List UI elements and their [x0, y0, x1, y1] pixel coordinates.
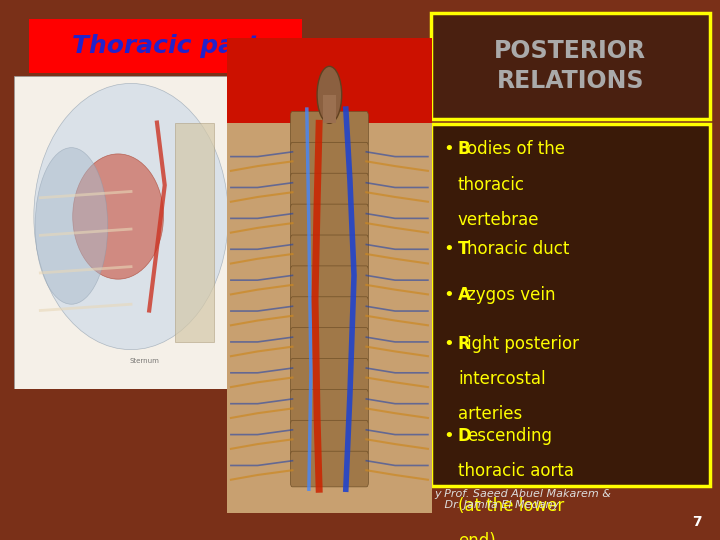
FancyBboxPatch shape: [290, 328, 369, 363]
Bar: [323, 95, 336, 123]
Text: vertebrae: vertebrae: [458, 211, 539, 228]
FancyBboxPatch shape: [290, 266, 369, 301]
Text: •: •: [444, 240, 454, 258]
FancyBboxPatch shape: [290, 359, 369, 394]
Bar: [29, 19, 302, 73]
FancyBboxPatch shape: [290, 143, 369, 178]
Bar: [175, 123, 214, 342]
Ellipse shape: [35, 147, 108, 304]
Text: R: R: [458, 335, 471, 353]
Text: (at the lower: (at the lower: [458, 497, 564, 515]
Text: B: B: [458, 140, 471, 158]
FancyBboxPatch shape: [290, 420, 369, 456]
Text: T: T: [458, 240, 469, 258]
Text: 7: 7: [693, 515, 702, 529]
Text: thoracic: thoracic: [458, 176, 525, 193]
FancyBboxPatch shape: [290, 389, 369, 425]
Text: •: •: [444, 335, 454, 353]
Text: escending: escending: [467, 427, 552, 444]
Circle shape: [317, 66, 342, 123]
Text: end): end): [458, 532, 495, 540]
Text: •: •: [444, 140, 454, 158]
FancyBboxPatch shape: [290, 111, 369, 147]
Text: ight posterior: ight posterior: [467, 335, 580, 353]
Bar: [227, 38, 432, 123]
Text: POSTERIOR
RELATIONS: POSTERIOR RELATIONS: [494, 39, 647, 93]
FancyBboxPatch shape: [290, 451, 369, 487]
Text: thoracic aorta: thoracic aorta: [458, 462, 574, 480]
Text: Sternum: Sternum: [129, 357, 159, 364]
Text: arteries: arteries: [458, 405, 522, 423]
Text: y Prof. Saeed Abuel Makarem &
   Dr. Jamila El Medany: y Prof. Saeed Abuel Makarem & Dr. Jamila…: [434, 489, 611, 510]
Ellipse shape: [34, 84, 228, 350]
FancyBboxPatch shape: [290, 173, 369, 209]
Bar: [227, 123, 432, 513]
Bar: [431, 124, 710, 486]
Text: A: A: [458, 286, 471, 304]
FancyBboxPatch shape: [290, 204, 369, 240]
Text: zygos vein: zygos vein: [467, 286, 556, 304]
Text: •: •: [444, 286, 454, 304]
Text: odies of the: odies of the: [467, 140, 565, 158]
Text: •: •: [444, 427, 454, 444]
Text: D: D: [458, 427, 472, 444]
Bar: [431, 14, 710, 119]
FancyBboxPatch shape: [290, 297, 369, 333]
Text: intercostal: intercostal: [458, 370, 546, 388]
Ellipse shape: [73, 154, 163, 279]
Text: horacic duct: horacic duct: [467, 240, 570, 258]
FancyBboxPatch shape: [290, 235, 369, 271]
Text: Thoracic part: Thoracic part: [72, 34, 259, 58]
